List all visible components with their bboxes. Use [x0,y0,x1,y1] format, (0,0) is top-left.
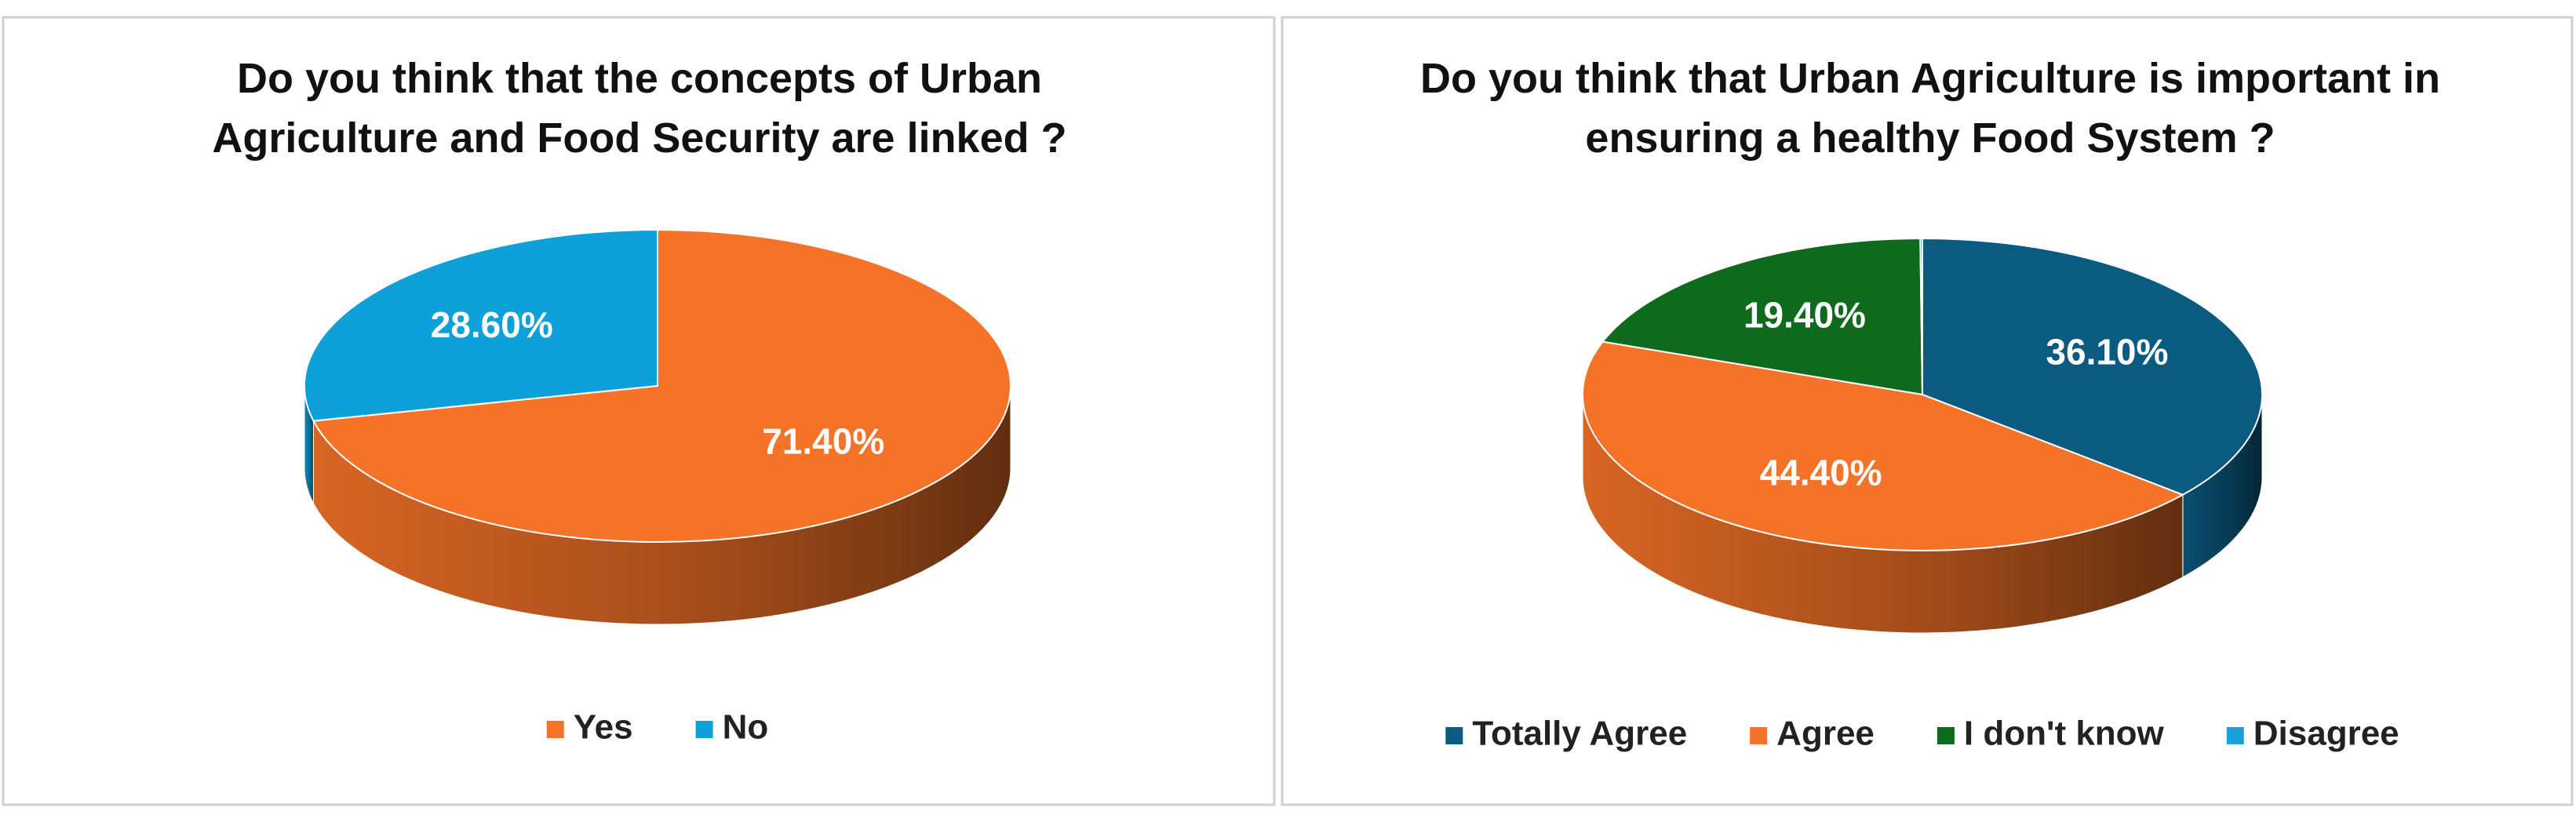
legend-swatch [546,721,564,738]
slice [1919,237,1923,395]
legend-swatch [2226,727,2244,744]
slice [304,228,658,422]
legend: Yes No [546,708,769,747]
panel-border [1281,16,2574,806]
legend-swatch [1937,727,1955,744]
legend-swatch [695,721,713,738]
legend-swatch [1750,727,1768,744]
data-label: 71.40% [762,421,884,462]
legend-swatch [1445,727,1463,744]
data-label: 44.40% [1760,453,1882,493]
panel-border [2,16,1276,806]
chart-title: Do you think that the concepts of Urban … [212,55,1067,162]
data-label: 36.10% [2046,332,2168,373]
slice [1601,238,1924,396]
data-label: 19.40% [1743,295,1866,336]
legend: Totally Agree Agree I don't know Disagree [1445,715,2399,753]
legend-label: Disagree [2254,715,2399,753]
slice [1582,340,2185,551]
slice [312,228,1011,543]
slice [1922,237,2263,496]
chart-title: Do you think that Urban Agriculture is i… [1419,55,2441,162]
legend-label: Yes [574,708,633,747]
data-label: 28.60% [431,304,553,345]
legend-label: I don't know [1964,715,2165,753]
legend-label: Totally Agree [1472,715,1687,753]
legend-label: Agree [1776,715,1875,753]
legend-label: No [723,708,769,747]
